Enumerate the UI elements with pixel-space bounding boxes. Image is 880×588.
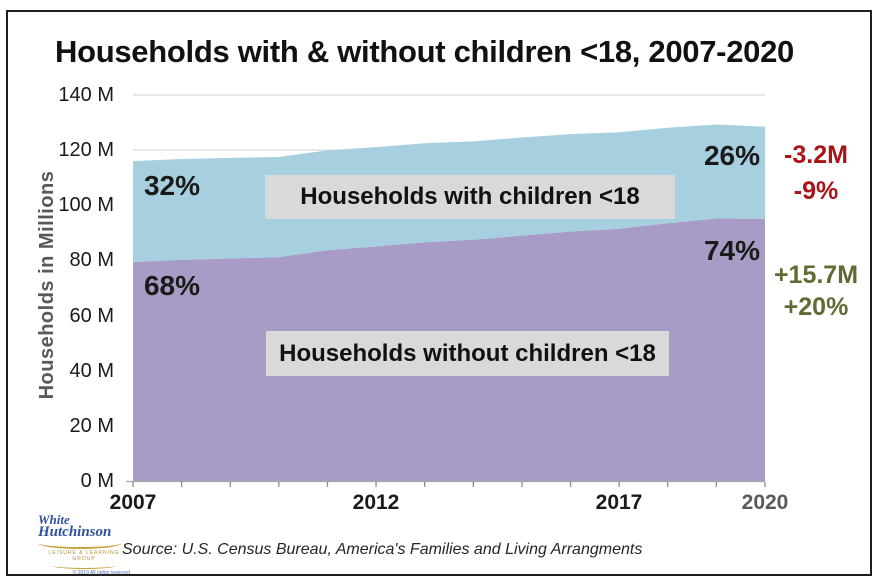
- logo-word-white: White: [38, 512, 70, 527]
- page-title: Households with & without children <18, …: [55, 34, 794, 69]
- without-children-change-absolute: +15.7M: [773, 261, 859, 289]
- y-tick-label: 100 M: [58, 194, 114, 216]
- x-tick-label-2012: 2012: [352, 491, 400, 514]
- without-children-share-2020: 74%: [703, 235, 761, 266]
- logo-swoosh-lower: [52, 562, 116, 569]
- x-tick-label-2020: 2020: [741, 491, 789, 514]
- logo-copyright: © 2019 All rights reserved: [72, 570, 130, 576]
- y-tick-label: 20 M: [69, 415, 114, 437]
- with-children-change-percent: -9%: [793, 177, 839, 205]
- source-note: Source: U.S. Census Bureau, America's Fa…: [122, 541, 643, 558]
- y-tick-label: 40 M: [69, 360, 114, 382]
- y-tick-label: 140 M: [58, 84, 114, 106]
- white-hutchinson-logo: White Hutchinson LEISURE & LEARNING GROU…: [38, 512, 130, 576]
- without-children-area-label: Households without children <18: [266, 331, 669, 376]
- logo-swoosh: [38, 537, 122, 549]
- with-children-share-2020: 26%: [703, 140, 761, 171]
- y-tick-label: 0 M: [80, 470, 114, 492]
- with-children-change-absolute: -3.2M: [784, 141, 848, 169]
- with-children-area-label: Households with children <18: [265, 175, 675, 219]
- y-tick-label: 120 M: [58, 139, 114, 161]
- without-children-share-2007: 68%: [143, 270, 201, 301]
- x-tick-label-2017: 2017: [595, 491, 643, 514]
- y-tick-label: 60 M: [69, 305, 114, 327]
- with-children-share-2007: 32%: [143, 170, 201, 201]
- x-tick-label-2007: 2007: [109, 491, 157, 514]
- logo-tagline: LEISURE & LEARNING GROUP: [48, 550, 120, 562]
- y-axis-title: Households in Millions: [36, 170, 58, 400]
- y-tick-label: 80 M: [69, 249, 114, 271]
- logo-word-hutchinson: Hutchinson: [38, 524, 112, 540]
- without-children-change-percent: +20%: [783, 293, 849, 321]
